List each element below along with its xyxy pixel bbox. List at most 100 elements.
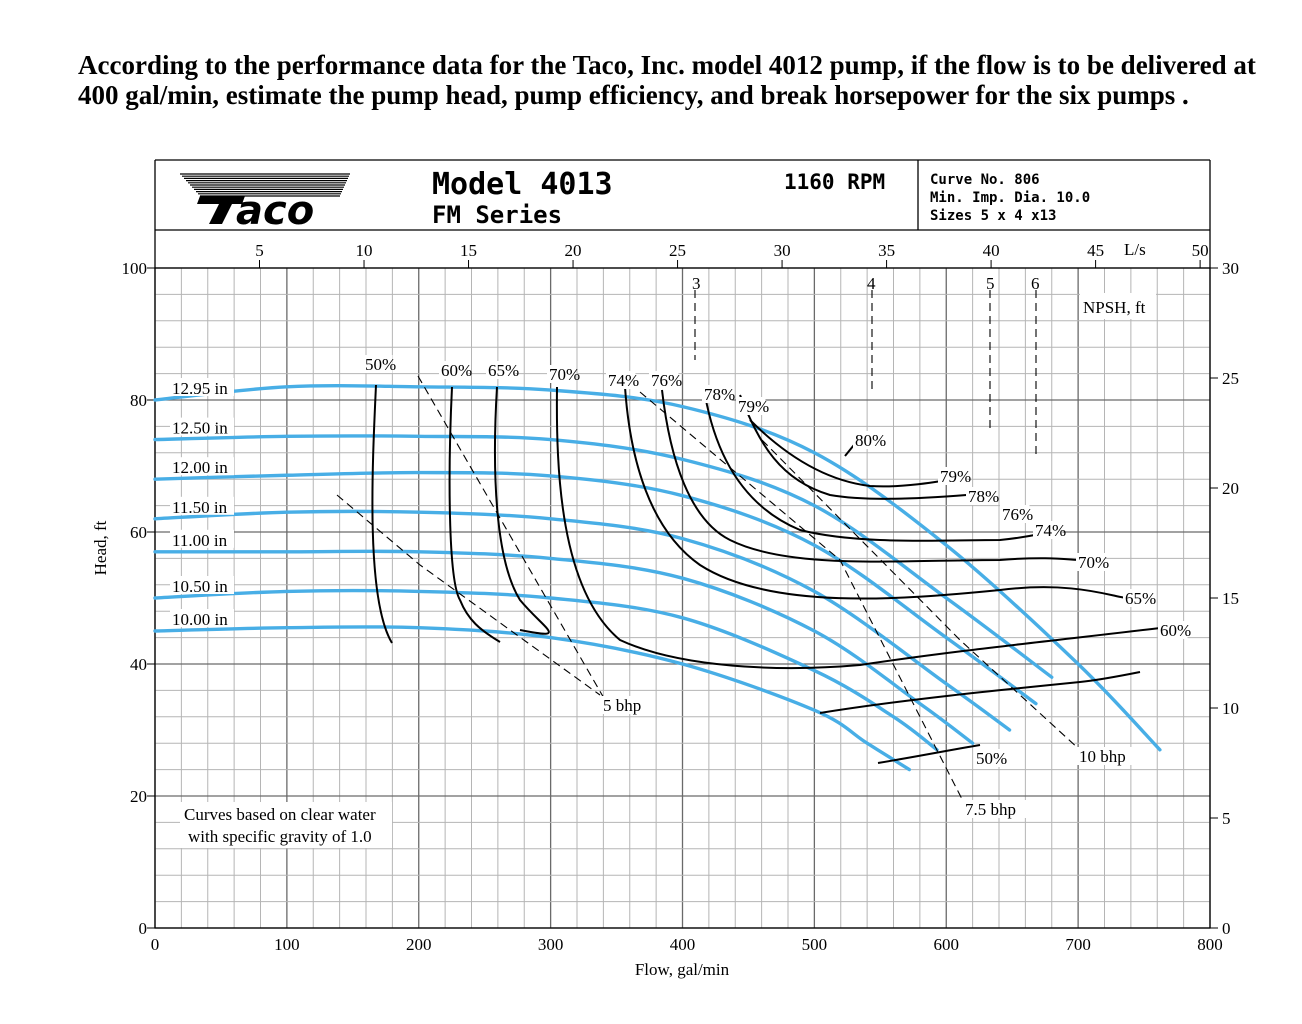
impeller-label-bg (170, 496, 234, 515)
y-tick-label: 40 (130, 655, 147, 674)
efficiency-label-bg (1123, 589, 1153, 607)
efficiency-label-bg (1000, 505, 1030, 523)
efficiency-label-bg (547, 365, 577, 383)
impeller-label-bg (170, 417, 234, 436)
bhp-5-lower-line (336, 494, 601, 696)
efficiency-label: 74% (1035, 521, 1066, 540)
efficiency-curve (555, 386, 1161, 669)
impeller-label-bg (170, 457, 234, 476)
efficiency-label-bg (606, 371, 636, 389)
efficiency-curve (877, 744, 981, 764)
impeller-label: 11.00 in (172, 531, 228, 550)
efficiency-label: 78% (968, 487, 999, 506)
note-line-1: Curves based on clear water (184, 805, 376, 824)
top-tick-label: 10 (356, 241, 373, 260)
impeller-curve (153, 625, 912, 772)
question-text: According to the performance data for th… (78, 50, 1258, 110)
impeller-curve (153, 509, 1012, 732)
x-tick-label: 600 (934, 935, 960, 954)
impeller-label-bg (170, 576, 234, 594)
efficiency-curve (749, 419, 956, 488)
impeller-label: 12.95 in (172, 379, 228, 398)
impeller-label-bg (170, 529, 234, 548)
top-tick-label: 15 (460, 241, 477, 260)
note-line-2: with specific gravity of 1.0 (188, 827, 372, 846)
efficiency-curve (739, 394, 981, 500)
bhp-label: 10 bhp (1079, 747, 1126, 766)
npsh-label: 4 (867, 274, 876, 293)
efficiency-curve (371, 384, 393, 644)
impeller-label: 12.00 in (172, 458, 228, 477)
efficiency-label-bg (966, 487, 996, 505)
logo-t-glyph (197, 196, 245, 224)
chart-curves (153, 290, 1162, 806)
top-tick-label: 30 (774, 241, 791, 260)
impeller-label: 10.00 in (172, 610, 228, 629)
bhp-label-bg (963, 800, 1027, 818)
impeller-curve (153, 383, 1162, 752)
right-tick-label: 10 (1222, 699, 1239, 718)
min-imp-label: Min. Imp. Dia. 10.0 (930, 190, 1090, 206)
question-line-1: According to the performance data for th… (78, 50, 1256, 80)
y-tick-label: 20 (130, 787, 147, 806)
curve-no-label: Curve No. 806 (930, 172, 1040, 188)
efficiency-label: 70% (549, 365, 580, 384)
efficiency-label: 50% (976, 749, 1007, 768)
y-tick-label: 100 (122, 259, 148, 278)
efficiency-label-bg (439, 361, 469, 379)
bhp-label: 5 bhp (603, 696, 641, 715)
x-tick-label: 0 (151, 935, 160, 954)
y-tick-label: 0 (139, 919, 148, 938)
x-axis-title: Flow, gal/min (635, 960, 730, 979)
efficiency-label-bg (938, 467, 968, 485)
x-tick-label: 800 (1197, 935, 1223, 954)
efficiency-label: 76% (1002, 505, 1033, 524)
top-tick-label: 25 (669, 241, 686, 260)
impeller-curve (153, 434, 1054, 679)
bhp-label-bg (1077, 747, 1132, 765)
efficiency-label: 78% (704, 385, 735, 404)
right-tick-label: 5 (1222, 809, 1231, 828)
right-tick-label: 30 (1222, 259, 1239, 278)
efficiency-label-bg (486, 361, 516, 379)
efficiency-label: 76% (651, 371, 682, 390)
note-box: Curves based on clear water with specifi… (180, 802, 392, 848)
right-tick-label: 25 (1222, 369, 1239, 388)
bhp-5-line (417, 375, 606, 701)
efficiency-label-bg (363, 355, 393, 373)
top-tick-label: 50 (1192, 241, 1209, 260)
x-tick-label: 400 (670, 935, 696, 954)
top-tick-label: 5 (255, 241, 264, 260)
logo-text: aco (236, 188, 314, 234)
impeller-curve (153, 470, 1038, 706)
bhp-label-bg (601, 696, 648, 714)
efficiency-label-bg (974, 749, 1004, 767)
npsh-label: 6 (1031, 274, 1040, 293)
top-axis-unit: L/s (1124, 240, 1146, 259)
efficiency-label: 70% (1078, 553, 1109, 572)
efficiency-label-bg (649, 371, 679, 389)
efficiency-label: 65% (1125, 589, 1156, 608)
x-tick-label: 500 (802, 935, 828, 954)
impeller-label: 10.50 in (172, 577, 228, 596)
efficiency-label: 79% (738, 397, 769, 416)
npsh-label: 5 (986, 274, 995, 293)
taco-logo: aco (180, 173, 350, 234)
efficiency-label: 65% (488, 361, 519, 380)
right-tick-label: 20 (1222, 479, 1239, 498)
right-tick-label: 0 (1222, 919, 1231, 938)
y-tick-label: 80 (130, 391, 147, 410)
efficiency-label-bg (1076, 553, 1106, 571)
efficiency-label: 60% (1160, 621, 1191, 640)
right-axis-title: NPSH, ft (1083, 298, 1146, 317)
efficiency-curve (819, 671, 1141, 714)
question-line-2: 400 gal/min, estimate the pump head, pum… (78, 80, 1189, 110)
efficiency-curve (493, 386, 550, 635)
efficiency-label: 79% (940, 467, 971, 486)
efficiency-label-bg (853, 431, 883, 449)
top-tick-label: 20 (565, 241, 582, 260)
bhp-10-line (761, 439, 1081, 751)
chart-labels: 12.95 in 12.50 in 12.00 in 11.50 in 11.00 in… (170, 274, 1191, 819)
